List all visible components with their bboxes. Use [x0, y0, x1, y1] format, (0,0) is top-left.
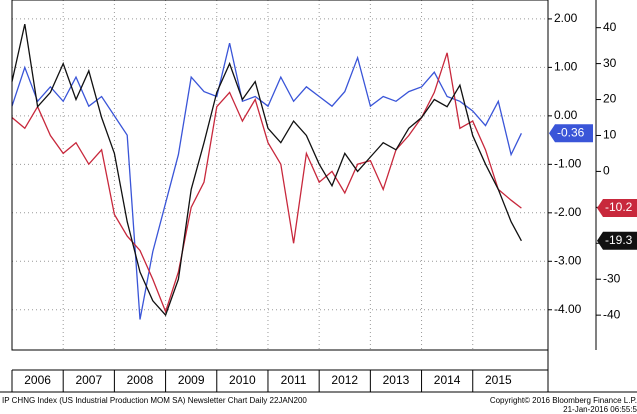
end-tag: [597, 199, 637, 218]
y-tick-label: -1.00: [554, 157, 582, 171]
y-tick-label: -2.00: [554, 205, 582, 219]
footer-right: Copyright© 2016 Bloomberg Finance L.P.: [490, 396, 637, 405]
footer-left: IP CHNG Index (US Industrial Production …: [2, 396, 307, 405]
x-tick-label: 2006: [24, 373, 51, 387]
y2-tick-label: 0: [603, 164, 610, 178]
y2-tick-label: 10: [603, 128, 617, 142]
y2-tick-label: 40: [603, 20, 617, 34]
footer-right: 21-Jan-2016 06:55:5: [563, 405, 637, 414]
series-line: [11, 23, 522, 317]
x-tick-label: 2012: [331, 373, 358, 387]
end-tag-label: -10.2: [605, 200, 633, 214]
end-tag-label: -0.36: [557, 125, 585, 139]
end-tag-label: -19.3: [605, 233, 633, 247]
y2-tick-label: -30: [603, 271, 621, 285]
x-tick-label: 2013: [383, 373, 410, 387]
x-tick-label: 2015: [485, 373, 512, 387]
series-line: [11, 52, 522, 314]
y2-tick-label: 30: [603, 56, 617, 70]
y-tick-label: -4.00: [554, 302, 582, 316]
x-tick-label: 2014: [434, 373, 461, 387]
y-tick-label: 0.00: [554, 108, 578, 122]
y2-tick-label: -40: [603, 307, 621, 321]
y-tick-label: 2.00: [554, 11, 578, 25]
x-tick-label: 2007: [75, 373, 102, 387]
y-tick-label: -3.00: [554, 253, 582, 267]
x-tick-label: 2009: [178, 373, 205, 387]
end-tag: [597, 231, 637, 250]
x-tick-label: 2010: [229, 373, 256, 387]
end-tag: [549, 124, 593, 143]
y-tick-label: 1.00: [554, 60, 578, 74]
x-tick-label: 2008: [127, 373, 154, 387]
x-tick-label: 2011: [281, 373, 307, 387]
y2-tick-label: 20: [603, 92, 617, 106]
